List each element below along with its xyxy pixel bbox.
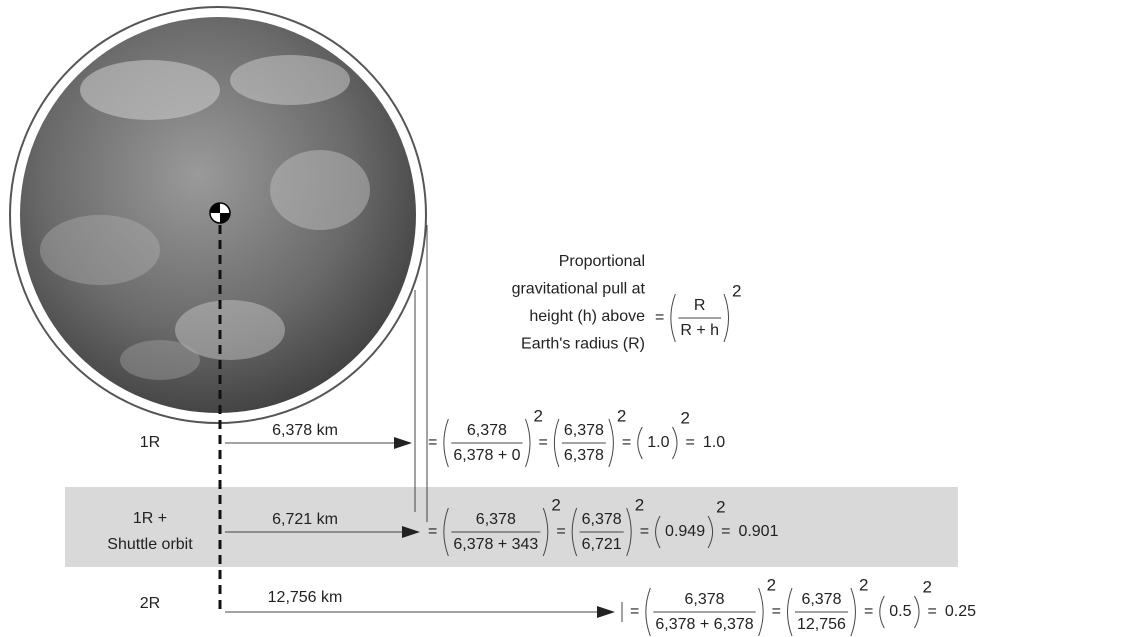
- equals: =: [428, 523, 437, 540]
- row-label: 1R: [140, 434, 160, 451]
- equals: =: [772, 603, 781, 620]
- result: 1.0: [703, 434, 725, 451]
- ratio: 0.5: [889, 603, 911, 620]
- parenthesis: [542, 507, 549, 557]
- parenthesis: [637, 426, 643, 460]
- equals: =: [539, 434, 548, 451]
- parenthesis: [707, 515, 714, 549]
- parenthesis: [655, 515, 661, 549]
- numerator: 6,378: [564, 422, 604, 439]
- denominator: 6,378 + 0: [453, 447, 520, 464]
- numerator: 6,378: [801, 591, 841, 608]
- equals: =: [622, 434, 631, 451]
- equals: =: [556, 523, 565, 540]
- parenthesis: [571, 507, 578, 557]
- ratio: 1.0: [647, 434, 669, 451]
- row-label: 1R +: [133, 510, 167, 527]
- distance: 12,756 km: [268, 589, 343, 606]
- equals: =: [630, 603, 639, 620]
- equals: =: [721, 523, 730, 540]
- distance: 6,721 km: [272, 511, 338, 528]
- equals: =: [928, 603, 937, 620]
- arrow-head: [394, 437, 412, 449]
- parenthesis: [672, 426, 678, 460]
- equals: =: [640, 523, 649, 540]
- row-label: Shuttle orbit: [107, 536, 193, 553]
- exponent: 2: [767, 575, 776, 594]
- equals: =: [686, 434, 695, 451]
- exponent: 2: [534, 406, 543, 425]
- denominator: 12,756: [797, 616, 846, 633]
- highlight-band: [65, 487, 958, 567]
- result: 0.901: [738, 523, 778, 540]
- parenthesis: [608, 418, 614, 468]
- equals: =: [864, 603, 873, 620]
- equals: =: [428, 434, 437, 451]
- caption-line: height (h) above: [529, 308, 645, 325]
- parenthesis: [850, 587, 856, 637]
- arrow-head: [402, 526, 420, 538]
- exponent: 2: [681, 408, 690, 427]
- parenthesis: [443, 507, 449, 557]
- numerator: 6,378: [467, 422, 507, 439]
- numerator: 6,378: [582, 511, 622, 528]
- equals: =: [655, 309, 664, 326]
- ratio: 0.949: [665, 523, 705, 540]
- caption-line: gravitational pull at: [512, 281, 646, 298]
- caption-line: Proportional: [559, 253, 645, 270]
- denominator: 6,721: [582, 536, 622, 553]
- content: Proportional gravitational pull at height …: [107, 253, 976, 637]
- distance: 6,378 km: [272, 422, 338, 439]
- parenthesis: [645, 587, 651, 637]
- denominator: 6,378 + 6,378: [655, 616, 753, 633]
- numerator: 6,378: [476, 511, 516, 528]
- parenthesis: [626, 507, 632, 557]
- parenthesis: [443, 418, 449, 468]
- parenthesis: [914, 595, 920, 629]
- exponent: 2: [923, 577, 932, 596]
- parenthesis: [553, 418, 560, 468]
- exponent: 2: [635, 495, 644, 514]
- parenthesis: [787, 587, 793, 637]
- numerator: R: [694, 297, 706, 314]
- arrow-head: [597, 606, 615, 618]
- exponent: 2: [732, 281, 741, 300]
- parenthesis: [758, 587, 764, 637]
- parenthesis: [723, 293, 730, 343]
- caption-line: Earth's radius (R): [521, 336, 645, 353]
- row-label: 2R: [140, 595, 160, 612]
- numerator: 6,378: [684, 591, 724, 608]
- parenthesis: [670, 293, 676, 343]
- exponent: 2: [859, 575, 868, 594]
- denominator: 6,378 + 343: [453, 536, 538, 553]
- result: 0.25: [945, 603, 976, 620]
- parenthesis: [525, 418, 531, 468]
- exponent: 2: [617, 406, 626, 425]
- center-marker: [209, 202, 231, 224]
- denominator: R + h: [680, 322, 719, 339]
- exponent: 2: [551, 495, 560, 514]
- denominator: 6,378: [564, 447, 604, 464]
- parenthesis: [879, 595, 885, 629]
- exponent: 2: [716, 497, 725, 516]
